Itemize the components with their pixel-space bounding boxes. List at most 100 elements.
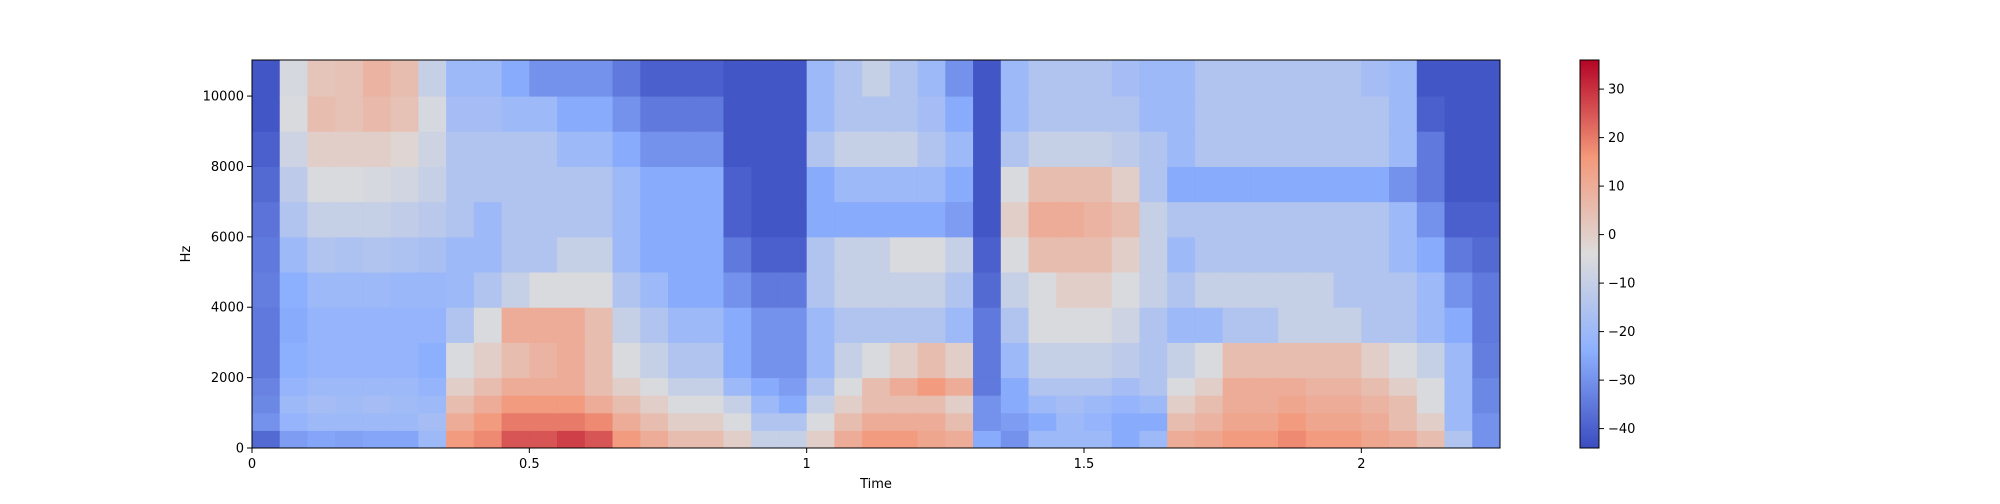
heatmap-cell bbox=[335, 272, 364, 308]
heatmap-cell bbox=[279, 412, 308, 431]
heatmap-cell bbox=[1444, 272, 1473, 308]
heatmap-cell bbox=[1222, 430, 1251, 449]
heatmap-cell bbox=[473, 131, 503, 167]
heatmap-cell bbox=[1389, 96, 1418, 132]
y-tick-label: 4000 bbox=[211, 301, 244, 316]
heatmap-cell bbox=[1333, 166, 1362, 203]
heatmap-cell bbox=[1389, 430, 1418, 449]
heatmap-cell bbox=[584, 96, 614, 132]
heatmap-cell bbox=[834, 131, 863, 167]
heatmap-cell bbox=[1361, 166, 1390, 203]
heatmap-cell bbox=[1194, 412, 1224, 431]
heatmap-cell bbox=[418, 60, 447, 97]
heatmap-cell bbox=[473, 307, 503, 343]
heatmap-cell bbox=[501, 377, 530, 396]
heatmap-cell bbox=[557, 131, 586, 167]
heatmap-cell bbox=[834, 395, 863, 414]
x-axis: 0 0.5 1 1.5 2 bbox=[248, 448, 1365, 472]
heatmap-cell bbox=[1056, 60, 1085, 97]
heatmap-cell bbox=[252, 307, 281, 343]
heatmap-cell bbox=[362, 307, 392, 343]
heatmap-cell bbox=[1111, 60, 1140, 97]
heatmap-cell bbox=[1000, 430, 1030, 449]
heatmap-cell bbox=[612, 307, 641, 343]
heatmap-cell bbox=[473, 272, 503, 308]
heatmap-cell bbox=[1250, 236, 1279, 273]
heatmap-cell bbox=[778, 60, 808, 97]
heatmap-cell bbox=[1361, 342, 1390, 379]
heatmap-cell bbox=[418, 201, 447, 238]
heatmap-cell bbox=[723, 412, 752, 431]
heatmap-cell bbox=[279, 377, 308, 396]
heatmap-cell bbox=[1361, 272, 1390, 308]
heatmap-cell bbox=[862, 60, 891, 97]
heatmap-cell bbox=[1111, 342, 1140, 379]
x-tick-label: 0.5 bbox=[519, 457, 540, 472]
heatmap-cell bbox=[1389, 307, 1418, 343]
heatmap-cell bbox=[612, 342, 641, 379]
heatmap-cell bbox=[473, 60, 503, 97]
heatmap-cell bbox=[612, 60, 641, 97]
heatmap-cell bbox=[390, 272, 419, 308]
heatmap-cell bbox=[446, 430, 475, 449]
heatmap-cell bbox=[1111, 236, 1140, 273]
heatmap-cell bbox=[945, 342, 974, 379]
heatmap-cell bbox=[668, 166, 697, 203]
heatmap-cell bbox=[279, 131, 308, 167]
heatmap-cell bbox=[1361, 96, 1390, 132]
heatmap-cell bbox=[557, 307, 586, 343]
heatmap-cell bbox=[1305, 96, 1335, 132]
heatmap-cell bbox=[917, 430, 946, 449]
heatmap-cell bbox=[668, 96, 697, 132]
heatmap-cell bbox=[751, 430, 780, 449]
heatmap-cell bbox=[889, 377, 919, 396]
heatmap-cell bbox=[612, 395, 641, 414]
colorbar-ticks: −40 −30 −20 −10 0 10 20 30 bbox=[1599, 83, 1635, 437]
heatmap-cell bbox=[1167, 430, 1196, 449]
heatmap-cell bbox=[501, 60, 530, 97]
heatmap-cell bbox=[640, 166, 669, 203]
heatmap-cell bbox=[1167, 342, 1196, 379]
heatmap-cell bbox=[806, 131, 835, 167]
heatmap-cell bbox=[529, 272, 558, 308]
heatmap-cell bbox=[307, 395, 336, 414]
heatmap-cell bbox=[806, 201, 835, 238]
heatmap-cell bbox=[307, 307, 336, 343]
heatmap-cell bbox=[1111, 166, 1140, 203]
heatmap-cell bbox=[889, 307, 919, 343]
heatmap-cell bbox=[695, 131, 724, 167]
heatmap-cell bbox=[1361, 236, 1390, 273]
heatmap-cell bbox=[501, 96, 530, 132]
heatmap-cell bbox=[418, 342, 447, 379]
heatmap-cell bbox=[806, 166, 835, 203]
heatmap-cell bbox=[473, 166, 503, 203]
heatmap-cell bbox=[418, 131, 447, 167]
heatmap-cell bbox=[945, 166, 974, 203]
heatmap-cell bbox=[1222, 395, 1251, 414]
heatmap-cell bbox=[1084, 96, 1113, 132]
heatmap-cell bbox=[1416, 395, 1446, 414]
heatmap-cell bbox=[335, 307, 364, 343]
y-tick-label: 8000 bbox=[211, 160, 244, 175]
heatmap-cell bbox=[723, 272, 752, 308]
heatmap-cell bbox=[1194, 272, 1224, 308]
heatmap-cell bbox=[1472, 60, 1501, 97]
heatmap-cell bbox=[473, 430, 503, 449]
heatmap-cell bbox=[1278, 272, 1307, 308]
heatmap-cell bbox=[834, 236, 863, 273]
x-tick-label: 1 bbox=[803, 457, 811, 472]
heatmap-cell bbox=[612, 377, 641, 396]
heatmap-cell bbox=[1139, 96, 1168, 132]
heatmap-cell bbox=[390, 201, 419, 238]
heatmap-cell bbox=[1194, 236, 1224, 273]
heatmap-cell bbox=[557, 377, 586, 396]
heatmap-cell bbox=[1084, 307, 1113, 343]
heatmap-cell bbox=[446, 96, 475, 132]
heatmap-cell bbox=[584, 236, 614, 273]
heatmap-cell bbox=[252, 377, 281, 396]
heatmap-cell bbox=[917, 201, 946, 238]
heatmap-cell bbox=[1084, 236, 1113, 273]
heatmap-cell bbox=[668, 412, 697, 431]
heatmap-cell bbox=[973, 96, 1002, 132]
heatmap-cell bbox=[1139, 272, 1168, 308]
